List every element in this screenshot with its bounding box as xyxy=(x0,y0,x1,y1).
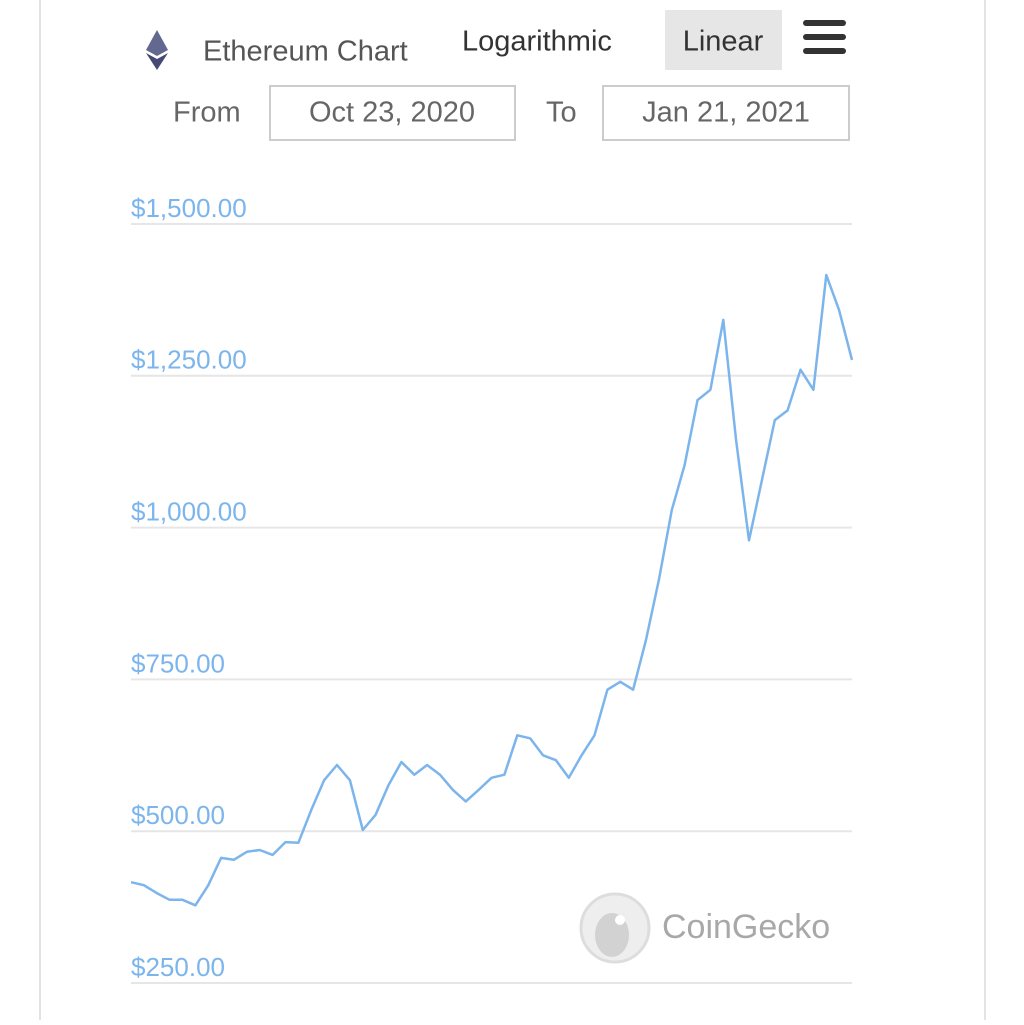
menu-bar xyxy=(803,48,846,54)
watermark-text: CoinGecko xyxy=(662,908,830,946)
to-date[interactable]: Jan 21, 2021 xyxy=(642,97,810,129)
menu-bar xyxy=(803,34,846,40)
watermark-icon xyxy=(579,892,651,964)
to-label: To xyxy=(546,97,577,129)
y-tick-label: $750.00 xyxy=(131,648,225,678)
eth-icon-base xyxy=(146,53,168,70)
y-tick-label: $1,250.00 xyxy=(131,345,247,375)
menu-bar xyxy=(803,20,846,26)
price-line xyxy=(130,273,854,907)
scale-button-bg[interactable] xyxy=(665,10,782,70)
y-tick-label: $500.00 xyxy=(131,800,225,830)
from-input[interactable] xyxy=(269,85,516,141)
menu-button[interactable] xyxy=(803,20,846,54)
from-label: From xyxy=(173,97,241,129)
watermark-eye xyxy=(615,915,625,925)
y-tick-label: $250.00 xyxy=(131,952,225,982)
scale-button[interactable]: Logarithmic xyxy=(462,26,612,58)
y-tick-label: $1,500.00 xyxy=(131,193,247,223)
to-input[interactable] xyxy=(602,85,850,141)
y-tick-label: $1,000.00 xyxy=(131,496,247,526)
chart-title: Ethereum Chart xyxy=(203,36,408,68)
scale-button[interactable]: Linear xyxy=(683,26,764,58)
eth-icon xyxy=(146,30,168,56)
from-date[interactable]: Oct 23, 2020 xyxy=(309,97,475,129)
